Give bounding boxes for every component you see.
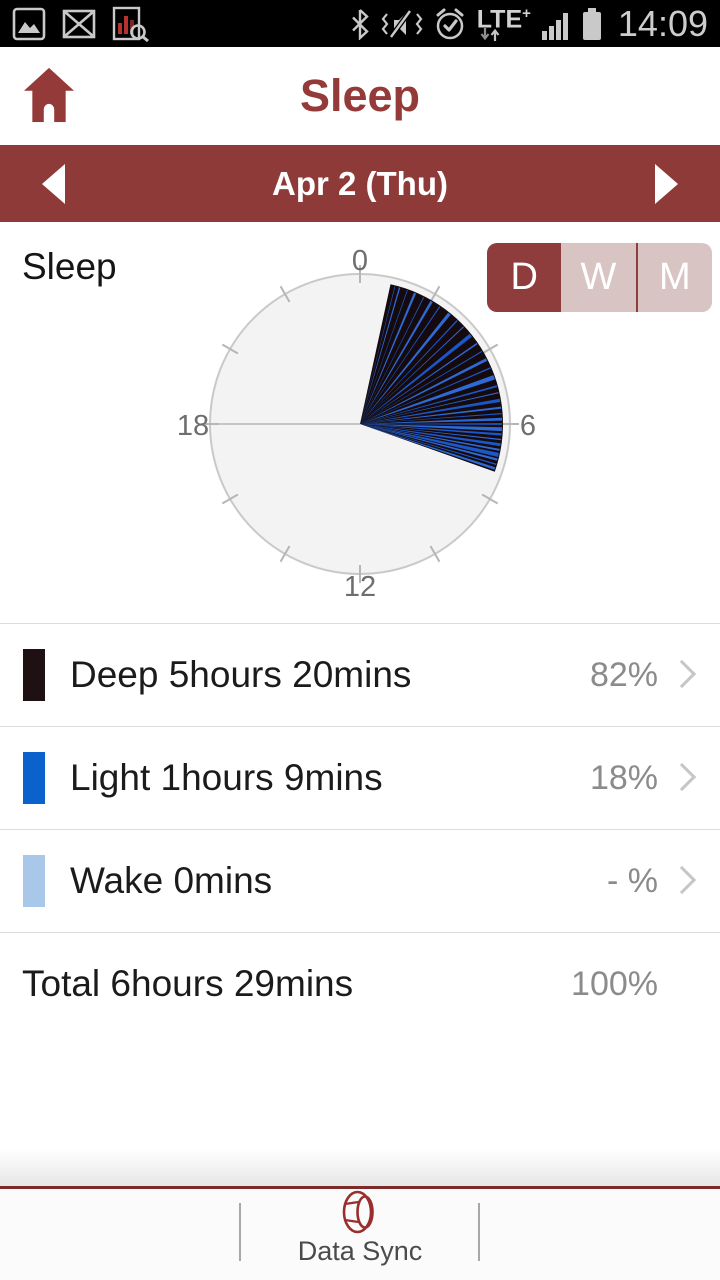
bottom-bar: Data Sync (0, 1189, 720, 1280)
legend-label: Deep 5hours 20mins (70, 654, 412, 695)
legend-label: Wake 0mins (70, 860, 273, 901)
date-label: Apr 2 (Thu) (272, 165, 448, 202)
chart-label: Sleep (22, 246, 117, 287)
bottom-bar-divider (239, 1203, 241, 1261)
signal-strength-icon (541, 12, 568, 40)
footer-shadow (0, 1031, 720, 1186)
legend-row-light[interactable]: Light 1hours 9mins 18% (0, 727, 720, 830)
network-type-indicator: LTE+ (476, 4, 531, 42)
footer-accent-line (0, 1186, 720, 1189)
deep-color-swatch (23, 649, 45, 701)
wake-color-swatch (23, 855, 45, 907)
svg-text:6: 6 (520, 410, 536, 442)
gallery-icon (12, 7, 46, 40)
page-title: Sleep (299, 70, 421, 121)
sleep-chart-section: Sleep 0 6 12 18 D W M (0, 222, 720, 623)
network-activity-arrows-icon (480, 28, 500, 42)
status-bar: LTE+ 14:09 (0, 0, 720, 47)
legend-percent: 18% (589, 759, 658, 797)
chevron-right-icon (667, 659, 697, 689)
svg-text:12: 12 (344, 571, 376, 603)
light-color-swatch (23, 752, 45, 804)
notification-icons (12, 6, 150, 42)
sync-icon (342, 1190, 374, 1234)
range-option-month[interactable]: M (635, 243, 712, 312)
range-toggle: D W M (487, 243, 712, 312)
next-day-button[interactable] (630, 145, 720, 222)
legend-percent: - % (607, 862, 658, 900)
chevron-right-icon (667, 865, 697, 895)
range-option-week[interactable]: W (561, 243, 636, 312)
home-icon (24, 67, 74, 123)
data-sync-label: Data Sync (297, 1236, 423, 1266)
svg-text:0: 0 (352, 245, 368, 277)
system-status-icons: LTE+ 14:09 (350, 0, 708, 47)
bottom-bar-divider (478, 1203, 480, 1261)
total-row: Total 6hours 29mins 100% (0, 933, 720, 1036)
email-icon (62, 9, 96, 38)
next-arrow-icon (655, 163, 678, 204)
home-button[interactable] (24, 66, 74, 126)
legend-percent: 82% (589, 656, 658, 694)
range-option-day[interactable]: D (487, 243, 562, 312)
network-type-label: LTE+ (476, 4, 531, 34)
chart-search-icon (112, 6, 149, 42)
prev-day-button[interactable] (0, 145, 90, 222)
date-nav-bar: Apr 2 (Thu) (0, 145, 720, 222)
app-header: Sleep (0, 47, 720, 145)
mute-vibrate-icon (381, 9, 423, 38)
data-sync-button[interactable]: Data Sync (240, 1189, 480, 1280)
chevron-right-icon (667, 762, 697, 792)
sleep-legend-list: Deep 5hours 20mins 82% Light 1hours 9min… (0, 623, 720, 1036)
total-label: Total 6hours 29mins (22, 963, 354, 1004)
svg-text:18: 18 (177, 410, 209, 442)
clock: 14:09 (617, 3, 708, 44)
legend-row-deep[interactable]: Deep 5hours 20mins 82% (0, 624, 720, 727)
legend-row-wake[interactable]: Wake 0mins - % (0, 830, 720, 933)
battery-icon (582, 7, 601, 40)
legend-label: Light 1hours 9mins (70, 757, 383, 798)
alarm-icon (436, 8, 464, 39)
total-percent: 100% (571, 965, 658, 1003)
bluetooth-icon (351, 8, 369, 40)
sleep-clock-chart: 0 6 12 18 (177, 245, 536, 603)
prev-arrow-icon (42, 163, 65, 204)
